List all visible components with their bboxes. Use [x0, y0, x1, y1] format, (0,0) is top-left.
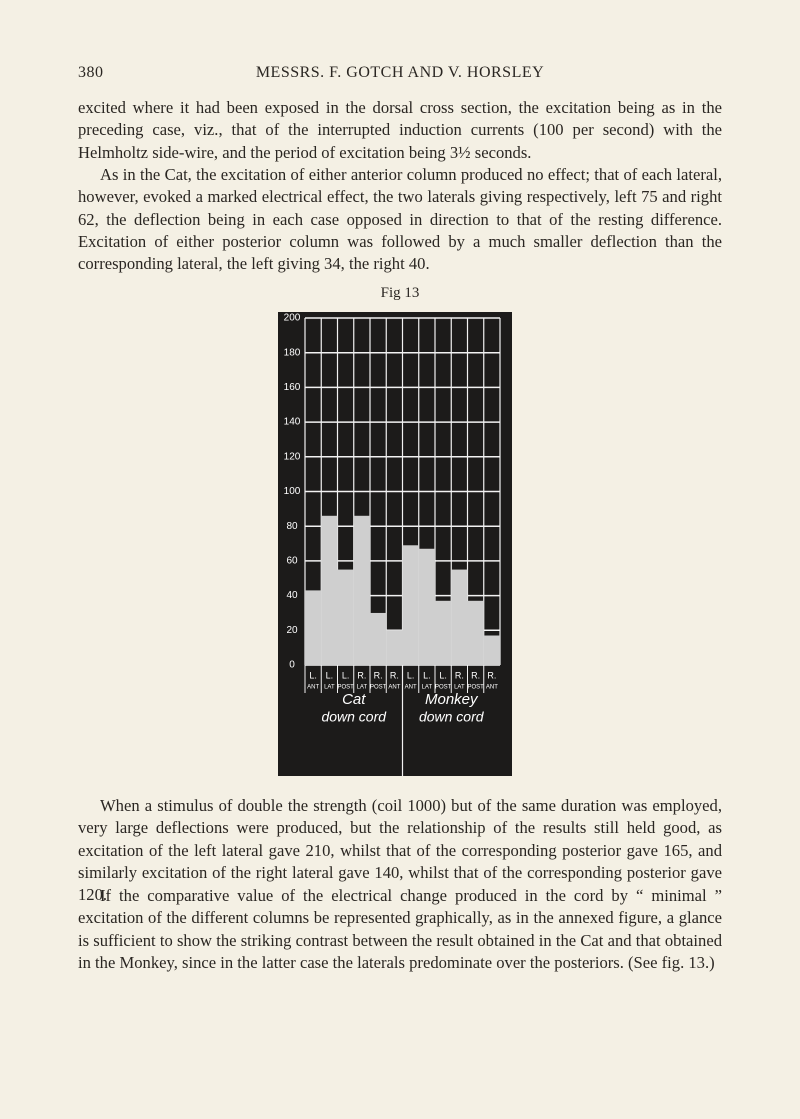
category-column: LAT	[422, 685, 433, 691]
category-side: R.	[471, 670, 480, 680]
category-column: POST	[337, 685, 354, 691]
y-tick-label: 100	[284, 486, 301, 497]
paragraph: As in the Cat, the excitation of either …	[78, 165, 722, 274]
figure-caption: Fig 13	[380, 285, 420, 301]
category-side: R.	[487, 670, 496, 680]
y-tick-label: 120	[284, 451, 301, 462]
category-side: L.	[407, 670, 415, 680]
paragraph: excited where it had been exposed in the…	[78, 98, 722, 162]
group-name: Cat	[342, 691, 366, 708]
bar	[418, 548, 435, 665]
bar	[467, 600, 484, 665]
y-tick-label: 140	[284, 417, 301, 428]
category-column: POST	[435, 685, 452, 691]
bar	[402, 545, 419, 665]
bar	[386, 630, 403, 665]
y-tick-label: 80	[286, 521, 298, 532]
category-column: LAT	[324, 685, 335, 691]
category-column: LAT	[357, 685, 368, 691]
category-column: POST	[467, 685, 484, 691]
y-tick-label: 20	[286, 625, 298, 636]
category-column: ANT	[388, 685, 400, 691]
bar	[435, 600, 452, 665]
group-name: Monkey	[425, 691, 479, 708]
bar	[337, 569, 354, 665]
category-side: L.	[439, 670, 447, 680]
y-tick-label: 160	[284, 382, 301, 393]
category-side: L.	[326, 670, 334, 680]
bar	[370, 612, 387, 665]
category-side: R.	[390, 670, 399, 680]
category-side: L.	[342, 670, 350, 680]
category-column: ANT	[405, 685, 417, 691]
category-column: LAT	[454, 685, 465, 691]
category-column: POST	[370, 685, 387, 691]
y-tick-label: 40	[286, 590, 298, 601]
running-title: MESSRS. F. GOTCH AND V. HORSLEY	[255, 64, 545, 81]
page-number: 380	[78, 64, 104, 81]
category-column: ANT	[486, 685, 498, 691]
y-tick-label: 0	[289, 660, 295, 671]
category-column: ANT	[307, 685, 319, 691]
header: 380 MESSRS. F. GOTCH AND V. HORSLEY	[78, 64, 722, 86]
bar	[305, 590, 322, 665]
bar	[483, 635, 500, 665]
group-subtitle: down cord	[419, 709, 485, 725]
paragraph: If the comparative value of the electric…	[78, 886, 722, 972]
bar	[321, 515, 338, 665]
y-tick-label: 200	[284, 313, 301, 324]
y-tick-label: 180	[284, 347, 301, 358]
figure-panel	[278, 312, 512, 776]
group-subtitle: down cord	[321, 709, 387, 725]
category-side: L.	[309, 670, 317, 680]
bar	[451, 569, 468, 665]
paragraph: When a stimulus of double the strength (…	[78, 796, 722, 905]
category-side: R.	[455, 670, 464, 680]
bar	[353, 515, 370, 665]
y-tick-label: 60	[286, 556, 298, 567]
category-side: R.	[374, 670, 383, 680]
category-side: R.	[357, 670, 366, 680]
category-side: L.	[423, 670, 431, 680]
